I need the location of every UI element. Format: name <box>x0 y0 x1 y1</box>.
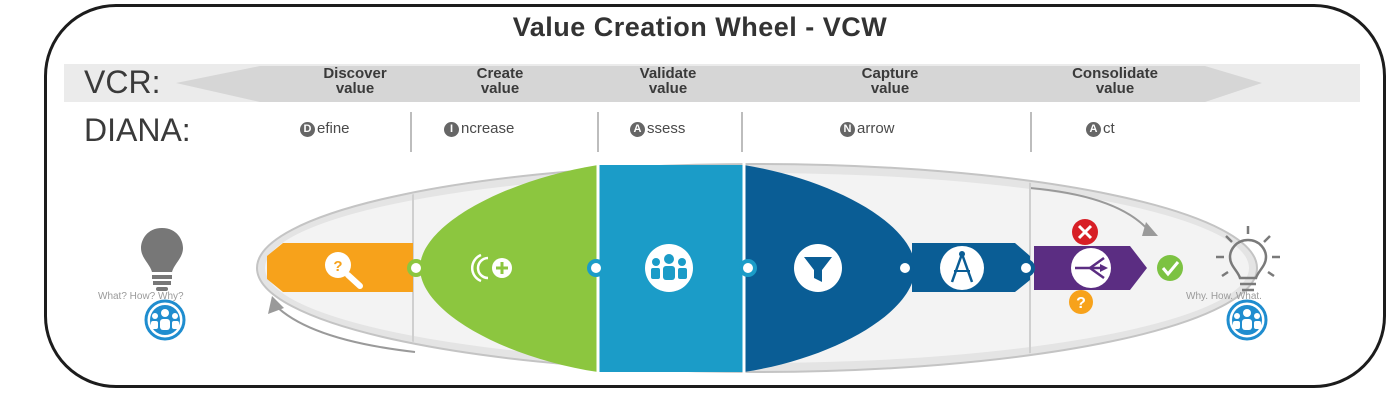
vcr-stage-capture: Capture value <box>861 65 919 97</box>
connector-ring <box>739 259 757 277</box>
ring-arrow-right <box>1029 187 1151 233</box>
compass-icon <box>940 246 984 290</box>
lightbulb-on-icon <box>1216 226 1280 292</box>
vcr-stage-create: Create value <box>476 65 524 97</box>
people-group-icon <box>645 244 693 292</box>
svg-text:?: ? <box>333 258 342 275</box>
diana-separator <box>597 112 599 152</box>
left-caption: What? How? Why? <box>98 291 184 302</box>
diana-separator <box>410 112 412 152</box>
right-caption: Why. How. What. <box>1186 291 1262 302</box>
ring-arrowhead-right <box>1142 222 1158 236</box>
diana-label: DIANA: <box>84 112 191 148</box>
ring-arrow-left <box>274 304 416 353</box>
people-badge-right-icon <box>1226 299 1268 341</box>
vcr-stage-discover: Discover value <box>323 65 387 97</box>
vcr-label: VCR: <box>84 64 161 100</box>
connector-ring <box>587 259 605 277</box>
funnel-icon <box>794 244 842 292</box>
lightbulb-off-icon <box>141 228 183 291</box>
page-title: Value Creation Wheel - VCW <box>512 12 888 42</box>
vcr-stage-consolidate: Consolidate value <box>1072 65 1158 97</box>
check-icon <box>1157 255 1183 281</box>
reject-x-icon <box>1072 219 1098 245</box>
ring-arrowhead-left <box>268 296 284 314</box>
diana-separator <box>1030 112 1032 152</box>
svg-text:?: ? <box>1076 295 1086 312</box>
people-badge-left-icon <box>144 299 186 341</box>
diana-separator <box>741 112 743 152</box>
vcr-stage-validate: Validate value <box>639 65 697 97</box>
connector-ring <box>1017 259 1035 277</box>
question-icon: ? <box>1069 290 1093 314</box>
decision-arrows-icon <box>1071 248 1111 288</box>
connector-ring <box>407 259 425 277</box>
increase-plus-icon <box>471 253 512 283</box>
connector-ring <box>896 259 914 277</box>
magnifier-question-icon: ? <box>325 252 363 289</box>
